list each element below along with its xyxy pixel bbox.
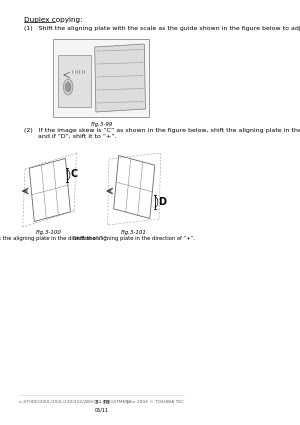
Polygon shape	[29, 159, 70, 221]
Text: (2)   If the image skew is “C” as shown in the figure below, shift the aligning : (2) If the image skew is “C” as shown in…	[24, 128, 300, 133]
Text: e-STUDIO200L/202L/230/232/280/282 ADJUSTMENT: e-STUDIO200L/202L/230/232/280/282 ADJUST…	[19, 400, 131, 404]
Polygon shape	[114, 156, 155, 218]
Text: D: D	[158, 197, 166, 207]
Bar	[58, 55, 91, 107]
Text: Shift the aligning plate in the direction of “-”.: Shift the aligning plate in the directio…	[0, 236, 108, 241]
Polygon shape	[95, 44, 146, 112]
Text: Shift the aligning plate in the direction of “+”.: Shift the aligning plate in the directio…	[73, 236, 195, 241]
Text: and if “D”, shift it to “+”.: and if “D”, shift it to “+”.	[24, 134, 116, 139]
Text: C: C	[70, 169, 78, 179]
Text: 3 - 78: 3 - 78	[95, 400, 109, 405]
Text: June 2004 © TOSHIBA TEC: June 2004 © TOSHIBA TEC	[126, 400, 184, 404]
Text: (1)   Shift the aligning plate with the scale as the guide shown in the figure b: (1) Shift the aligning plate with the sc…	[24, 26, 300, 31]
Text: Fig.3-99: Fig.3-99	[91, 122, 113, 127]
Circle shape	[65, 82, 71, 91]
Text: Duplex copying:: Duplex copying:	[24, 17, 82, 23]
Text: 05/11: 05/11	[95, 407, 109, 412]
Circle shape	[63, 79, 73, 95]
Bar	[53, 39, 149, 117]
Text: Fig.3-101: Fig.3-101	[121, 230, 147, 235]
Text: Fig.3-100: Fig.3-100	[36, 230, 61, 235]
